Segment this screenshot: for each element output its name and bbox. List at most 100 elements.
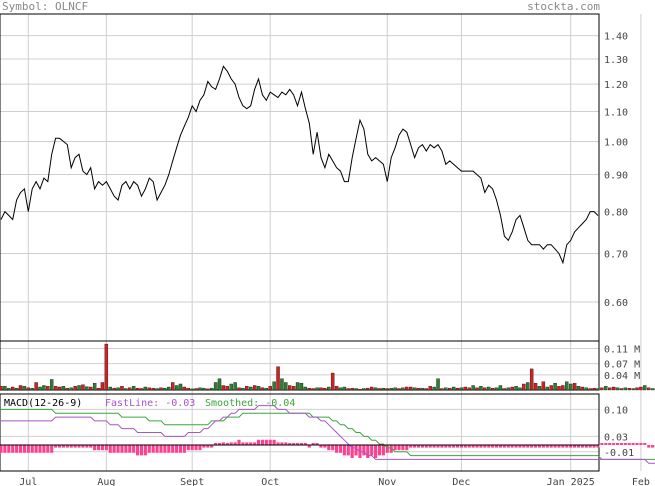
histogram-bar	[0, 445, 3, 453]
price-tick-label: 1.20	[604, 80, 628, 91]
histogram-bar	[30, 445, 34, 453]
histogram-bar	[73, 445, 77, 448]
volume-bar	[545, 386, 549, 391]
histogram-bar	[553, 445, 557, 448]
price-tick-label: 0.90	[604, 171, 628, 182]
volume-bar	[323, 387, 327, 391]
histogram-bar	[631, 443, 635, 445]
histogram-bar	[112, 445, 116, 453]
volume-bar	[393, 387, 397, 391]
histogram-bar	[651, 445, 655, 448]
histogram-bar	[11, 445, 15, 453]
volume-bar	[373, 387, 378, 391]
histogram-bar	[600, 443, 604, 445]
histogram-bar	[534, 445, 538, 448]
volume-bar	[268, 386, 272, 391]
histogram-bar	[120, 445, 124, 453]
histogram-bar	[38, 445, 42, 453]
histogram-bar	[401, 445, 405, 451]
histogram-bar	[81, 445, 85, 448]
histogram-bar	[494, 445, 499, 448]
histogram-bar	[89, 445, 93, 448]
volume-bar	[366, 387, 370, 391]
histogram-bar	[584, 445, 588, 448]
volume-bar	[327, 386, 331, 391]
volume-bar	[444, 387, 448, 391]
volume-bar	[549, 385, 553, 391]
volume-bar	[225, 386, 230, 391]
volume-bar	[580, 386, 585, 391]
histogram-bar	[350, 445, 354, 458]
histogram-bar	[440, 445, 444, 448]
volume-bar	[135, 387, 140, 391]
histogram-bar	[124, 445, 128, 453]
volume-panel-frame	[0, 340, 600, 391]
volume-bar	[128, 387, 132, 391]
histogram-bar	[319, 445, 323, 448]
volume-bar	[533, 383, 538, 391]
volume-bar	[73, 386, 77, 391]
volume-bar	[7, 387, 11, 391]
histogram-bar	[409, 445, 413, 448]
volume-bar	[38, 386, 42, 391]
histogram-bar	[241, 442, 245, 445]
histogram-bar	[233, 442, 237, 445]
histogram-bar	[256, 439, 261, 445]
histogram-bar	[171, 445, 175, 453]
volume-bar	[330, 372, 335, 391]
histogram-bar	[159, 445, 163, 453]
volume-bar	[34, 382, 38, 391]
volume-bar	[260, 387, 265, 391]
volume-bar	[85, 386, 89, 391]
volume-bar	[315, 387, 319, 391]
volume-bar	[643, 385, 647, 391]
histogram-bar	[502, 445, 506, 448]
histogram-bar	[647, 445, 651, 448]
histogram-bar	[483, 445, 487, 448]
volume-bar	[291, 386, 296, 391]
volume-bar	[112, 387, 116, 391]
histogram-bar	[264, 439, 268, 445]
histogram-bar	[487, 445, 491, 448]
histogram-bar	[202, 445, 206, 448]
volume-bar	[647, 387, 651, 391]
histogram-bar	[143, 445, 147, 456]
histogram-bar	[526, 445, 530, 448]
volume-bar	[295, 382, 300, 391]
volume-bar	[604, 386, 608, 391]
histogram-bar	[463, 445, 467, 448]
price-line	[0, 65, 599, 265]
volume-bar	[163, 387, 167, 391]
histogram-bar	[206, 445, 210, 448]
histogram-bar	[116, 445, 120, 453]
volume-bar	[350, 387, 354, 391]
volume-bar	[362, 388, 366, 391]
volume-bar	[264, 387, 269, 391]
volume-bar	[377, 388, 382, 391]
month-tick-label: Feb	[632, 477, 650, 486]
histogram-bar	[214, 443, 218, 445]
volume-bar	[471, 385, 475, 391]
histogram-bar	[65, 445, 69, 448]
volume-bar	[416, 387, 421, 391]
histogram-bar	[452, 445, 456, 448]
histogram-bar	[623, 443, 627, 445]
volume-tick-label: 0.07 M	[604, 360, 640, 371]
volume-bar	[650, 388, 655, 391]
volume-bar	[565, 381, 569, 391]
volume-bar	[561, 385, 565, 391]
volume-bar	[252, 385, 257, 391]
volume-bar	[346, 388, 350, 391]
volume-bar	[409, 386, 413, 391]
volume-bar	[338, 387, 343, 391]
volume-bar	[334, 386, 339, 391]
histogram-bar	[475, 445, 479, 448]
histogram-bar	[331, 445, 335, 451]
volume-bar	[358, 389, 362, 391]
histogram-bar	[276, 442, 280, 445]
volume-bar	[432, 386, 436, 391]
histogram-bar	[397, 445, 401, 451]
volume-bar	[299, 383, 304, 391]
histogram-bar	[467, 445, 471, 448]
volume-bar	[401, 387, 405, 391]
